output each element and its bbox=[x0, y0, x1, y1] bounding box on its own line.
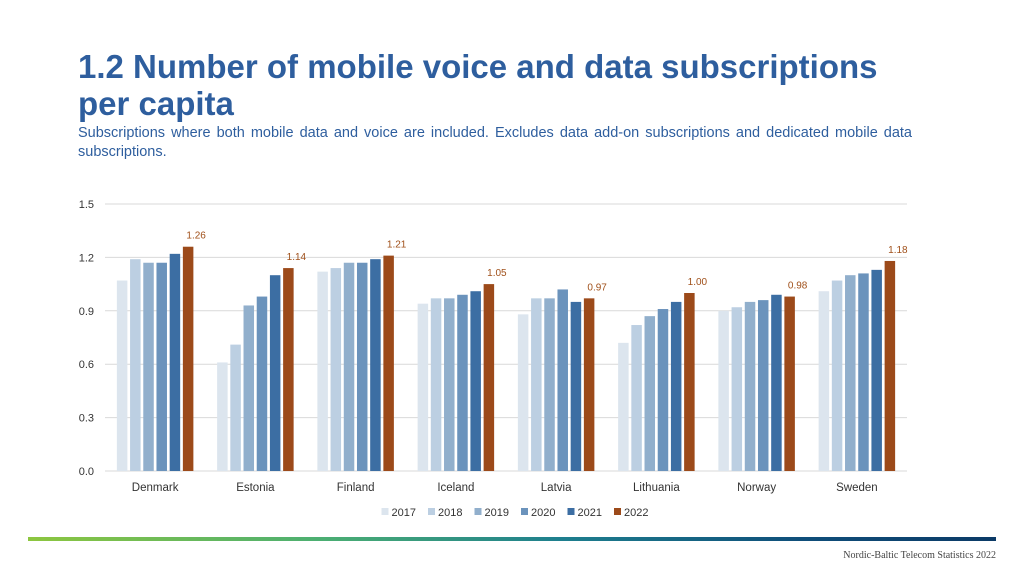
bar-latvia-2020 bbox=[557, 289, 568, 471]
bar-iceland-2019 bbox=[444, 298, 455, 471]
bar-denmark-2019 bbox=[143, 262, 154, 471]
bar-norway-2022 bbox=[784, 296, 795, 471]
bar-estonia-2020 bbox=[256, 296, 268, 471]
data-label-latvia: 0.97 bbox=[587, 282, 607, 293]
bar-sweden-2022 bbox=[884, 260, 896, 471]
legend-label-2018: 2018 bbox=[438, 507, 462, 519]
page-subtitle: Subscriptions where both mobile data and… bbox=[78, 125, 912, 160]
bar-iceland-2022 bbox=[483, 284, 495, 471]
bar-latvia-2017 bbox=[517, 314, 529, 471]
x-category-label: Denmark bbox=[132, 482, 179, 494]
footer-note: Nordic-Baltic Telecom Statistics 2022 bbox=[843, 550, 996, 561]
y-tick-label: 0.6 bbox=[79, 359, 94, 371]
bar-lithuania-2018 bbox=[631, 325, 642, 471]
bar-norway-2021 bbox=[771, 294, 782, 471]
bar-latvia-2019 bbox=[544, 298, 555, 471]
bar-lithuania-2020 bbox=[657, 309, 669, 471]
x-category-label: Latvia bbox=[541, 482, 572, 494]
bar-denmark-2022 bbox=[182, 246, 194, 471]
data-labels: 1.26 1.14 1.21 1.05 0.97 1.00 0.98 1.18 bbox=[186, 231, 908, 294]
bar-latvia-2021 bbox=[570, 301, 582, 471]
data-label-iceland: 1.05 bbox=[487, 268, 507, 279]
bar-sweden-2018 bbox=[831, 280, 843, 471]
data-label-lithuania: 1.00 bbox=[688, 277, 708, 288]
legend-label-2020: 2020 bbox=[531, 507, 555, 519]
data-label-sweden: 1.18 bbox=[888, 245, 908, 256]
y-tick-label: 1.2 bbox=[79, 252, 94, 264]
bar-finland-2020 bbox=[356, 262, 368, 471]
bar-finland-2017 bbox=[317, 271, 328, 471]
x-category-label: Norway bbox=[737, 482, 776, 494]
page-title: 1.2 Number of mobile voice and data subs… bbox=[78, 48, 878, 122]
bar-iceland-2021 bbox=[470, 291, 481, 471]
bar-lithuania-2022 bbox=[684, 293, 695, 471]
legend-swatch-2021 bbox=[567, 508, 575, 515]
x-category-label: Finland bbox=[337, 482, 375, 494]
bar-denmark-2018 bbox=[130, 259, 141, 471]
y-tick-label: 0.3 bbox=[79, 413, 94, 425]
x-category-label: Lithuania bbox=[633, 482, 680, 494]
bar-sweden-2017 bbox=[818, 291, 830, 471]
bar-sweden-2020 bbox=[858, 273, 869, 471]
legend-swatch-2020 bbox=[521, 508, 528, 515]
bar-iceland-2018 bbox=[430, 298, 442, 471]
bar-norway-2017 bbox=[718, 310, 729, 471]
x-category-label: Estonia bbox=[236, 482, 275, 494]
legend-swatch-2018 bbox=[428, 508, 435, 515]
bar-latvia-2022 bbox=[583, 298, 595, 471]
y-tick-label: 0.0 bbox=[79, 466, 94, 478]
bar-lithuania-2021 bbox=[670, 301, 682, 471]
bar-latvia-2018 bbox=[531, 298, 542, 471]
bar-estonia-2022 bbox=[283, 268, 294, 471]
legend-swatch-2022 bbox=[614, 508, 621, 515]
bar-finland-2019 bbox=[343, 262, 355, 471]
bar-iceland-2017 bbox=[417, 303, 429, 471]
legend-swatch-2019 bbox=[474, 508, 482, 515]
legend: 2017 2018 2019 2020 2021 2022 bbox=[381, 507, 648, 519]
bar-estonia-2019 bbox=[243, 305, 255, 471]
legend-swatch-2017 bbox=[381, 508, 389, 515]
bar-finland-2022 bbox=[383, 255, 394, 471]
bar-lithuania-2019 bbox=[644, 316, 656, 471]
bar-estonia-2017 bbox=[217, 362, 228, 471]
bar-lithuania-2017 bbox=[618, 342, 629, 471]
bar-iceland-2020 bbox=[457, 294, 468, 471]
bar-estonia-2021 bbox=[269, 275, 281, 471]
data-label-estonia: 1.14 bbox=[287, 252, 307, 263]
bar-finland-2018 bbox=[330, 268, 342, 471]
bar-norway-2019 bbox=[744, 301, 756, 471]
bar-estonia-2018 bbox=[230, 344, 241, 471]
bar-sweden-2019 bbox=[845, 275, 856, 471]
x-axis-categories: Denmark Estonia Finland Iceland Latvia Lithua… bbox=[132, 482, 878, 494]
y-tick-label: 1.5 bbox=[79, 199, 94, 211]
x-category-label: Iceland bbox=[437, 482, 474, 494]
x-category-label: Sweden bbox=[836, 482, 878, 494]
bar-sweden-2021 bbox=[871, 269, 882, 471]
legend-label-2021: 2021 bbox=[578, 507, 602, 519]
bar-denmark-2017 bbox=[116, 280, 128, 471]
y-axis-ticks: 0.0 0.3 0.6 0.9 1.2 1.5 bbox=[79, 199, 94, 478]
bar-norway-2018 bbox=[731, 307, 743, 471]
bar-finland-2021 bbox=[370, 259, 381, 471]
bars bbox=[116, 246, 896, 471]
bar-denmark-2021 bbox=[169, 253, 181, 471]
legend-label-2022: 2022 bbox=[624, 507, 648, 519]
footer-gradient-bar bbox=[28, 537, 996, 541]
bar-norway-2020 bbox=[757, 300, 769, 471]
legend-label-2019: 2019 bbox=[485, 507, 509, 519]
legend-label-2017: 2017 bbox=[392, 507, 416, 519]
y-tick-label: 0.9 bbox=[79, 306, 94, 318]
data-label-finland: 1.21 bbox=[387, 240, 407, 251]
data-label-denmark: 1.26 bbox=[186, 231, 206, 242]
data-label-norway: 0.98 bbox=[788, 281, 808, 292]
bar-denmark-2020 bbox=[156, 262, 167, 471]
